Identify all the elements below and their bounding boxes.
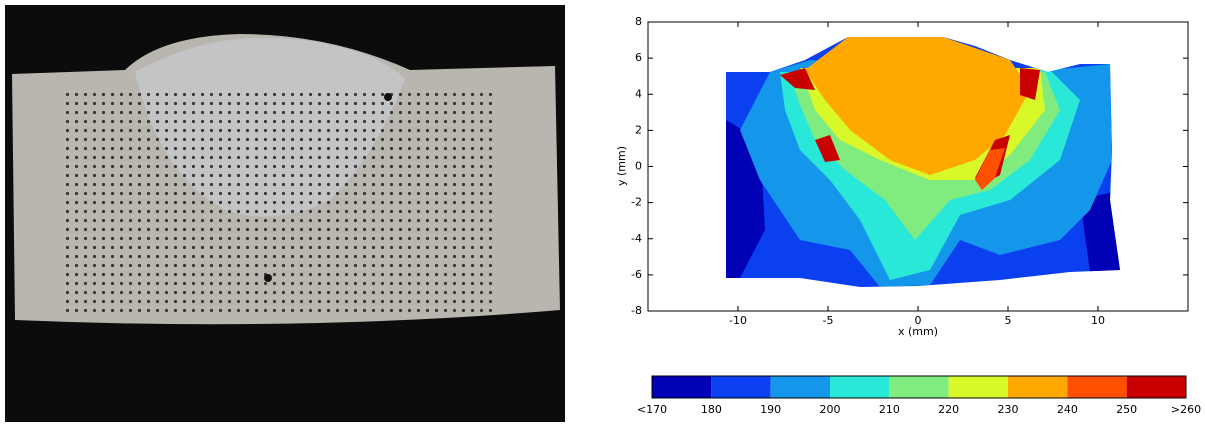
colorbar-tick-label: 210	[879, 403, 900, 416]
colorbar-bin	[830, 376, 890, 398]
colorbar-bin	[1126, 376, 1186, 398]
colorbar-tick-label: <170	[637, 403, 667, 416]
contour-region	[1080, 190, 1120, 272]
x-tick-label: -5	[823, 314, 834, 327]
contour-region	[1020, 68, 1040, 100]
colorbar-tick-label: 230	[998, 403, 1019, 416]
y-tick-label: -6	[631, 268, 642, 281]
contour-region	[975, 148, 1005, 190]
x-tick-label: 5	[1005, 314, 1012, 327]
colorbar-bin	[711, 376, 771, 398]
y-axis-label: y (mm)	[615, 146, 628, 186]
colorbar-bin	[652, 376, 712, 398]
colorbar-bin	[1067, 376, 1127, 398]
y-tick-label: 8	[635, 15, 642, 28]
colorbar-tick-label: >260	[1171, 403, 1201, 416]
colorbar-tick-label: 250	[1116, 403, 1137, 416]
colorbar-bin	[1008, 376, 1068, 398]
colorbar-frame	[651, 375, 1187, 399]
y-tick-label: 6	[635, 51, 642, 64]
contour-region	[805, 37, 1030, 175]
y-tick-label: -2	[631, 196, 642, 209]
contour-region	[815, 135, 840, 162]
colorbar-bin	[889, 376, 949, 398]
colorbar-tick-label: 180	[701, 403, 722, 416]
colorbar-tick-label: 240	[1057, 403, 1078, 416]
x-tick-label: 10	[1091, 314, 1105, 327]
y-tick-label: -4	[631, 232, 642, 245]
x-axis-label: x (mm)	[898, 325, 938, 338]
y-tick-label: 2	[635, 123, 642, 136]
colorbar-tick-label: 190	[760, 403, 781, 416]
y-tick-label: 0	[635, 160, 642, 173]
y-tick-label: -8	[631, 304, 642, 317]
colorbar-bin	[948, 376, 1008, 398]
y-tick-label: 4	[635, 87, 642, 100]
contour-map	[726, 37, 1120, 287]
contour-region	[780, 68, 815, 90]
specimen-photo	[5, 5, 565, 422]
colorbar-tick-label: 200	[820, 403, 841, 416]
colorbar-bin	[770, 376, 830, 398]
colorbar-tick-label: 220	[938, 403, 959, 416]
x-tick-label: 0	[915, 314, 922, 327]
x-tick-label: -10	[729, 314, 747, 327]
